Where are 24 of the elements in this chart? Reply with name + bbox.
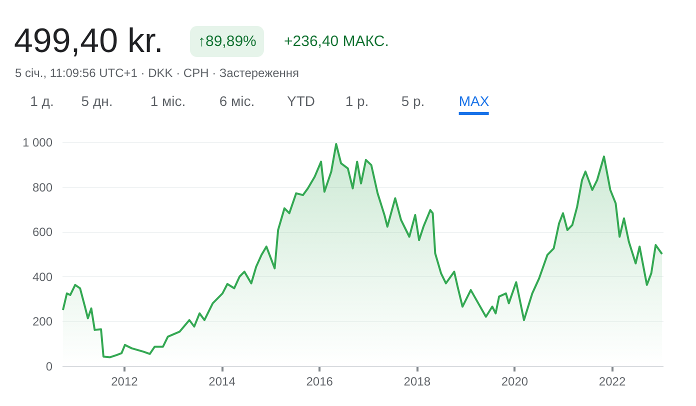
x-tick-label: 2018 (404, 374, 431, 388)
x-tick-label: 2016 (306, 374, 334, 388)
y-tick-label: 800 (32, 180, 53, 194)
text: 1 міс. (150, 93, 186, 109)
y-tick-label: 200 (32, 314, 53, 329)
text: +236,40 МАКС. (284, 33, 389, 50)
text: 5 р. (401, 93, 425, 109)
x-tick-label: 2012 (111, 374, 138, 388)
text: MAX (458, 93, 490, 115)
x-tick-label: 2014 (208, 374, 236, 388)
chart-subtitle: 5 січ., 11:09:56 UTC+1 · DKK · CPH · Застереження (15, 66, 300, 80)
y-tick-label: 600 (32, 225, 53, 240)
text: YTD (287, 93, 315, 109)
chart-title: 499,40 kr. (14, 22, 164, 61)
text: 6 міс. (219, 93, 255, 109)
x-tick-label: 2022 (598, 374, 626, 388)
y-tick-label: 400 (32, 270, 53, 284)
text: 1 д. (30, 93, 54, 109)
y-tick-label: 1 000 (22, 136, 53, 150)
text: 5 дн. (81, 93, 113, 109)
y-tick-label: 0 (46, 360, 53, 374)
text: ↑89,89% (190, 26, 264, 57)
text: 1 р. (345, 93, 369, 109)
x-tick-label: 2020 (501, 374, 528, 388)
